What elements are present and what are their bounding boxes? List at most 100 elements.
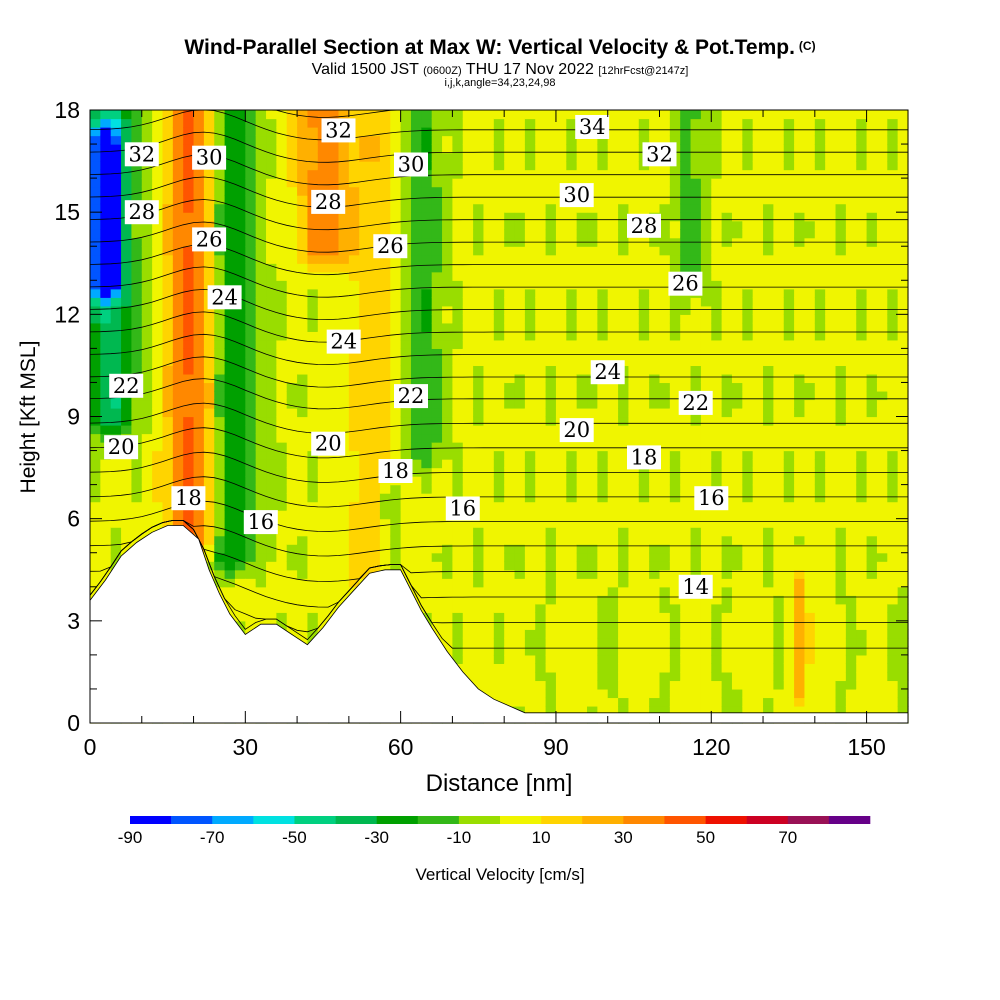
velocity-cell xyxy=(566,314,578,324)
velocity-cell xyxy=(348,186,360,196)
velocity-cell xyxy=(452,280,464,290)
velocity-cell xyxy=(514,416,526,426)
velocity-cell xyxy=(255,288,267,298)
velocity-cell xyxy=(214,195,226,205)
velocity-cell xyxy=(783,127,795,137)
velocity-cell xyxy=(121,178,133,188)
velocity-cell xyxy=(587,629,598,639)
velocity-cell xyxy=(721,399,733,409)
velocity-cell xyxy=(773,220,785,230)
velocity-cell xyxy=(379,373,391,384)
velocity-cell xyxy=(152,373,164,384)
velocity-cell xyxy=(514,484,526,494)
velocity-cell xyxy=(783,399,795,409)
velocity-cell xyxy=(618,314,630,324)
velocity-cell xyxy=(317,297,329,307)
velocity-cell xyxy=(607,688,619,699)
velocity-cell xyxy=(338,561,350,571)
velocity-cell xyxy=(131,527,143,537)
velocity-cell xyxy=(317,501,329,511)
velocity-cell xyxy=(473,305,485,315)
velocity-cell xyxy=(773,322,785,332)
velocity-cell xyxy=(587,169,598,179)
velocity-cell xyxy=(317,569,329,579)
velocity-cell xyxy=(100,212,112,222)
velocity-cell xyxy=(203,186,215,196)
velocity-cell xyxy=(535,433,547,443)
velocity-cell xyxy=(524,544,536,554)
velocity-cell xyxy=(193,339,205,349)
velocity-cell xyxy=(659,365,671,375)
velocity-cell xyxy=(421,501,433,511)
velocity-cell xyxy=(234,220,246,230)
velocity-cell xyxy=(545,118,557,128)
velocity-cell xyxy=(483,527,495,537)
velocity-cell xyxy=(100,407,112,418)
velocity-cell xyxy=(307,612,319,622)
velocity-cell xyxy=(276,178,288,188)
velocity-cell xyxy=(752,586,764,596)
velocity-cell xyxy=(286,527,298,537)
velocity-cell xyxy=(597,280,609,290)
velocity-cell xyxy=(493,186,505,196)
velocity-cell xyxy=(742,637,754,647)
velocity-cell xyxy=(473,254,485,264)
velocity-cell xyxy=(452,356,464,367)
velocity-cell xyxy=(794,501,806,511)
velocity-cell xyxy=(462,110,474,120)
velocity-cell xyxy=(597,348,609,358)
velocity-cell xyxy=(338,510,350,520)
velocity-cell xyxy=(514,433,526,443)
velocity-cell xyxy=(203,110,215,120)
velocity-cell xyxy=(276,152,288,162)
velocity-cell xyxy=(307,527,319,537)
velocity-cell xyxy=(317,535,329,545)
velocity-cell xyxy=(462,161,474,171)
velocity-cell xyxy=(607,680,619,690)
velocity-cell xyxy=(669,595,681,605)
velocity-cell xyxy=(317,493,329,503)
velocity-cell xyxy=(794,186,806,196)
velocity-cell xyxy=(576,322,588,332)
velocity-cell xyxy=(597,305,609,315)
velocity-cell xyxy=(234,620,246,630)
velocity-cell xyxy=(700,314,712,324)
velocity-cell xyxy=(794,612,806,622)
velocity-cell xyxy=(245,569,257,579)
velocity-cell xyxy=(731,688,743,699)
velocity-cell xyxy=(607,620,619,630)
velocity-cell xyxy=(731,331,743,341)
velocity-cell xyxy=(317,603,329,613)
velocity-cell xyxy=(607,663,619,673)
velocity-cell xyxy=(566,144,578,154)
velocity-cell xyxy=(607,493,619,503)
velocity-cell xyxy=(493,144,505,154)
velocity-cell xyxy=(421,442,433,452)
velocity-cell xyxy=(462,637,474,647)
velocity-cell xyxy=(576,144,588,154)
velocity-cell xyxy=(162,501,174,511)
valid-date: THU 17 Nov 2022 xyxy=(465,61,594,78)
velocity-cell xyxy=(649,527,661,537)
velocity-cell xyxy=(607,110,619,120)
velocity-cell xyxy=(545,399,557,409)
velocity-cell xyxy=(462,433,474,443)
velocity-cell xyxy=(462,569,474,579)
velocity-cell xyxy=(504,152,516,162)
velocity-cell xyxy=(700,373,712,384)
velocity-cell xyxy=(618,680,630,690)
velocity-cell xyxy=(90,348,101,358)
velocity-cell xyxy=(555,169,567,179)
velocity-cell xyxy=(297,518,309,528)
velocity-cell xyxy=(763,578,774,588)
velocity-cell xyxy=(245,484,257,494)
velocity-cell xyxy=(731,416,743,426)
velocity-cell xyxy=(431,280,443,290)
velocity-cell xyxy=(607,569,619,579)
velocity-cell xyxy=(794,476,806,486)
velocity-cell xyxy=(773,271,785,281)
velocity-cell xyxy=(90,399,101,409)
velocity-cell xyxy=(462,442,474,452)
velocity-cell xyxy=(90,518,101,528)
velocity-cell xyxy=(597,561,609,571)
